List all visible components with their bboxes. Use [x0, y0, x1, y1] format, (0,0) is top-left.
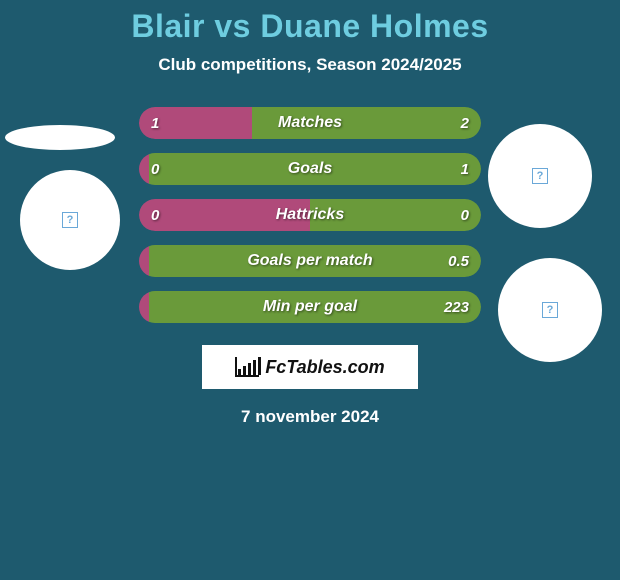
- stat-row: 00Hattricks: [139, 199, 481, 231]
- image-placeholder-icon: ?: [62, 212, 78, 228]
- source-logo: FcTables.com: [202, 345, 418, 389]
- bar-chart-icon: [235, 357, 259, 377]
- image-placeholder-icon: ?: [542, 302, 558, 318]
- date-label: 7 november 2024: [0, 407, 620, 427]
- stat-label: Goals per match: [139, 245, 481, 277]
- player-left-head-ellipse: [5, 125, 115, 150]
- stat-label: Min per goal: [139, 291, 481, 323]
- stat-row: 0.5Goals per match: [139, 245, 481, 277]
- logo-text: FcTables.com: [265, 357, 384, 378]
- stats-list: 12Matches 01Goals 00Hattricks 0.5Goals per …: [139, 107, 481, 323]
- stat-label: Matches: [139, 107, 481, 139]
- stat-row: 01Goals: [139, 153, 481, 185]
- stat-label: Hattricks: [139, 199, 481, 231]
- stat-label: Goals: [139, 153, 481, 185]
- subtitle: Club competitions, Season 2024/2025: [0, 55, 620, 75]
- page-title: Blair vs Duane Holmes: [0, 8, 620, 45]
- player-right-avatar-2: ?: [498, 258, 602, 362]
- stat-row: 223Min per goal: [139, 291, 481, 323]
- stat-row: 12Matches: [139, 107, 481, 139]
- image-placeholder-icon: ?: [532, 168, 548, 184]
- player-left-avatar: ?: [20, 170, 120, 270]
- player-right-avatar-1: ?: [488, 124, 592, 228]
